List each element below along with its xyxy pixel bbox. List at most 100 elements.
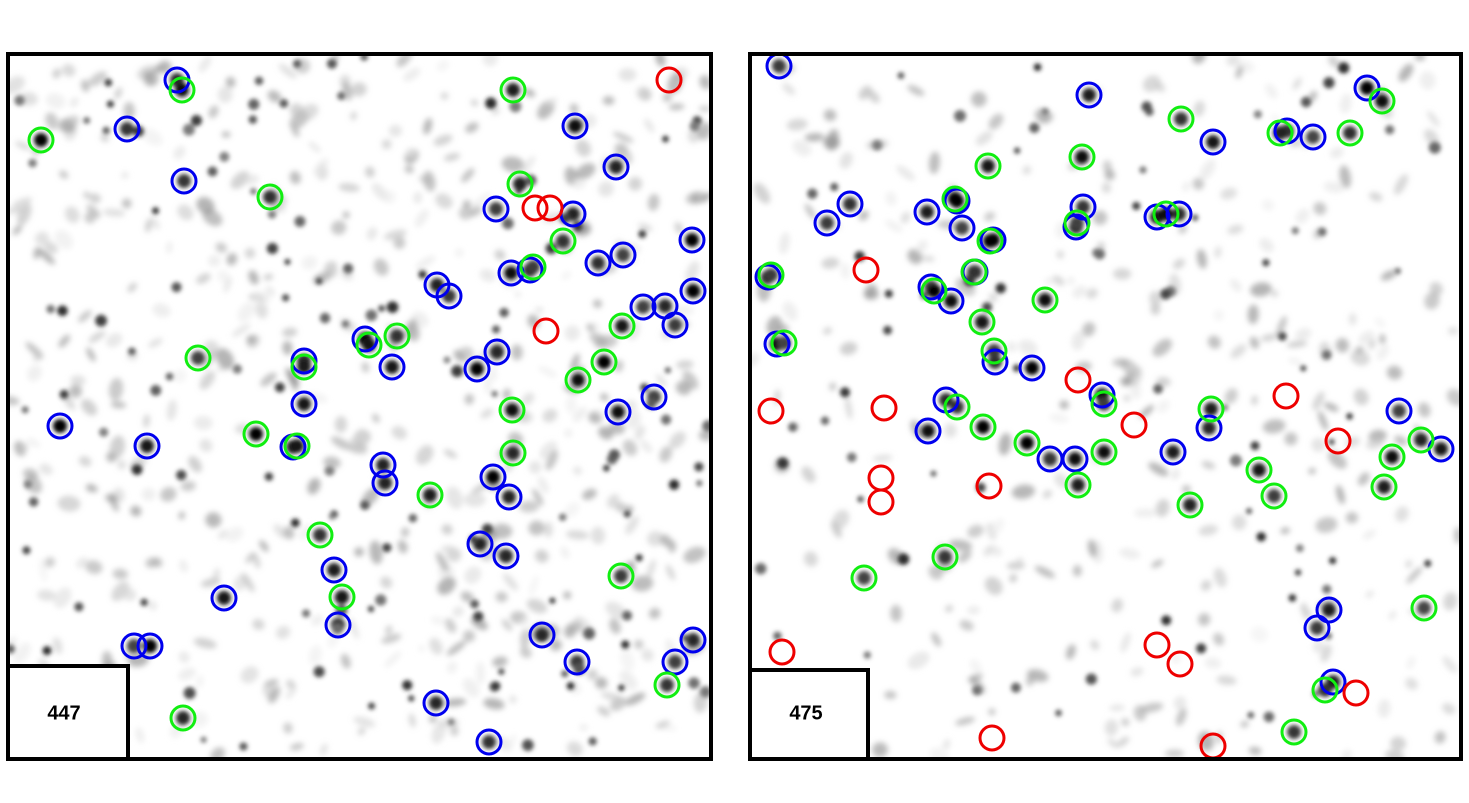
texture-blob (110, 401, 127, 409)
star-blob (473, 611, 484, 622)
texture-blob (1374, 317, 1386, 328)
texture-blob (252, 618, 265, 630)
texture-blob (198, 56, 212, 73)
texture-blob (988, 545, 1003, 557)
texture-blob (1149, 290, 1162, 307)
texture-blob (207, 255, 221, 267)
texture-blob (458, 206, 474, 220)
star-blob (1288, 594, 1297, 602)
marker-circle (1368, 87, 1396, 115)
texture-blob (916, 239, 928, 253)
texture-blob (966, 606, 981, 615)
star-blob (368, 702, 376, 710)
texture-blob (226, 253, 238, 266)
star-blob (1204, 402, 1218, 416)
texture-blob (443, 449, 458, 459)
star-blob (297, 360, 311, 374)
marker-circle (914, 417, 942, 445)
star-blob (1132, 201, 1141, 211)
texture-blob (640, 439, 653, 453)
star-blob (820, 216, 834, 230)
star-blob (930, 470, 937, 477)
star-blob (588, 737, 597, 746)
texture-blob (1394, 174, 1409, 195)
texture-blob (329, 268, 339, 278)
texture-blob (699, 75, 709, 90)
texture-blob (560, 546, 570, 559)
marker-circle (1407, 426, 1435, 454)
texture-blob (173, 145, 186, 160)
texture-blob (655, 56, 666, 67)
star-blob (264, 472, 274, 481)
star-blob (418, 270, 427, 279)
texture-blob (35, 231, 50, 246)
texture-blob (212, 567, 220, 584)
texture-blob (1385, 749, 1405, 757)
texture-blob (931, 632, 942, 647)
texture-blob (1140, 702, 1164, 713)
texture-blob (428, 714, 437, 724)
texture-blob (179, 559, 188, 573)
texture-blob (872, 742, 888, 757)
texture-blob (564, 325, 580, 341)
texture-blob (116, 585, 128, 599)
texture-blob (423, 170, 436, 192)
star-blob (981, 159, 995, 173)
texture-blob (149, 216, 161, 230)
texture-blob (1119, 377, 1132, 387)
texture-blob (589, 332, 608, 346)
panel-frame (748, 52, 1463, 761)
star-blob (1434, 442, 1448, 456)
texture-blob (58, 334, 71, 348)
marker-circle (1018, 354, 1046, 382)
texture-blob (259, 540, 269, 552)
star-blob (176, 711, 190, 725)
texture-blob (64, 206, 80, 224)
texture-blob (955, 716, 976, 726)
texture-blob (700, 192, 709, 203)
texture-blob (1112, 268, 1132, 280)
star-blob (342, 263, 354, 274)
texture-blob (1213, 567, 1227, 588)
star-blob (182, 123, 195, 136)
star-blob (772, 59, 786, 73)
texture-blob (890, 604, 902, 623)
star-blob (694, 462, 704, 472)
marker-circle (351, 325, 379, 353)
star-blob (1277, 331, 1287, 341)
texture-blob (1424, 129, 1439, 145)
texture-blob (230, 171, 250, 189)
texture-blob (1139, 404, 1155, 419)
star-blob (1322, 584, 1332, 594)
star-blob (14, 95, 25, 106)
texture-blob (786, 118, 808, 131)
texture-blob (1096, 241, 1106, 251)
texture-blob (1112, 358, 1129, 367)
texture-blob (13, 642, 31, 664)
texture-blob (988, 708, 996, 716)
star-blob (490, 681, 501, 691)
marker-circle (1199, 128, 1227, 156)
texture-blob (32, 354, 43, 361)
star-blob (150, 384, 162, 396)
texture-blob (971, 91, 987, 108)
star-blob (636, 300, 650, 314)
texture-blob (685, 260, 700, 283)
texture-blob (114, 87, 123, 100)
star-blob (1191, 214, 1199, 221)
marker-circle (770, 329, 798, 357)
marker-circle (1342, 679, 1370, 707)
texture-blob (634, 425, 646, 440)
texture-blob (263, 273, 274, 281)
marker-circle (609, 241, 637, 269)
texture-blob (1288, 357, 1302, 365)
texture-blob (564, 502, 580, 518)
texture-blob (867, 90, 880, 104)
marker-circle (1385, 397, 1413, 425)
star-blob (504, 266, 518, 280)
texture-blob (519, 646, 532, 659)
texture-blob (273, 524, 287, 539)
marker-circle (1319, 668, 1347, 696)
star-blob (42, 646, 52, 656)
texture-blob (801, 466, 816, 483)
